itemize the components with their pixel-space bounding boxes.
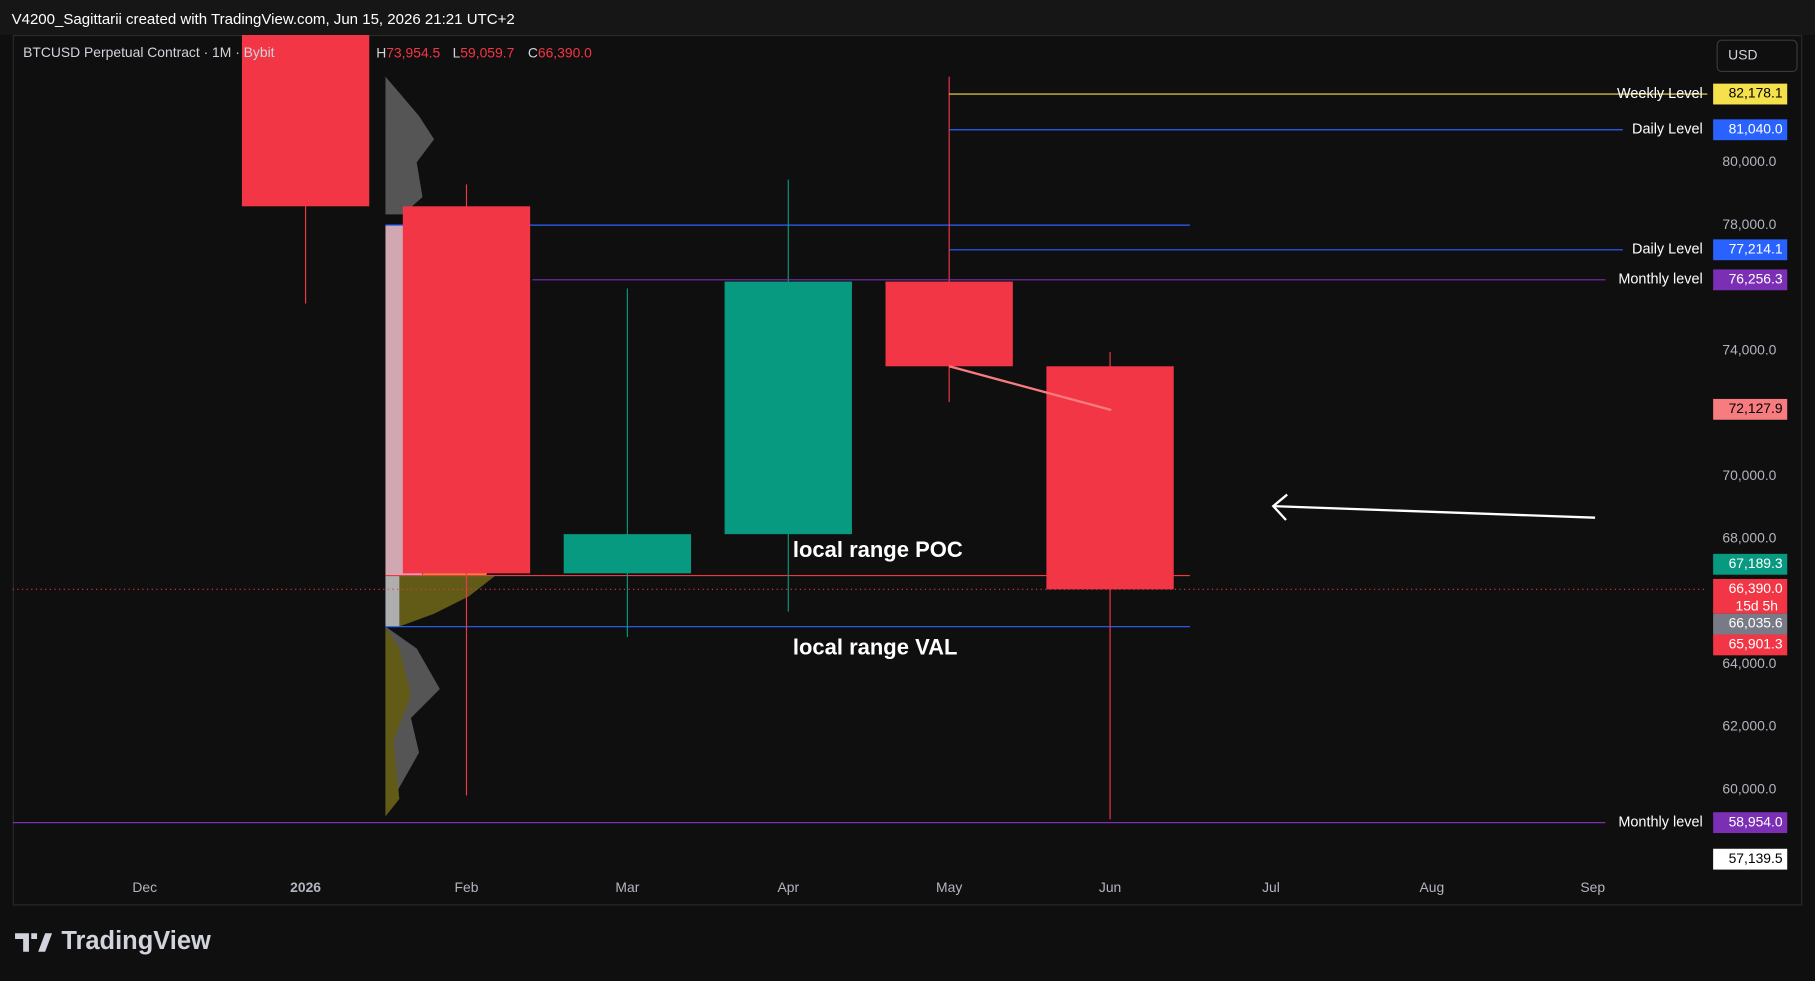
x-tick-label: Sep <box>1580 879 1605 895</box>
level-tag <box>1713 239 1788 261</box>
x-tick-label: Apr <box>777 879 799 895</box>
y-tick-label: 60,000.0 <box>1722 780 1776 796</box>
price-tag <box>1713 613 1788 635</box>
ohlc-legend: O H73,954.5 L59,059.7 C66,390.0 <box>299 44 593 60</box>
level-tag-label: 76,256.3 <box>1729 270 1783 286</box>
x-tick-label: May <box>936 879 962 895</box>
y-tick-label: 64,000.0 <box>1722 655 1776 671</box>
annotation: local range POC <box>793 537 963 562</box>
y-tick-label: 68,000.0 <box>1722 530 1776 546</box>
symbol-label: BTCUSD Perpetual Contract · 1M · Bybit <box>23 44 275 60</box>
price-tag <box>1713 398 1788 420</box>
logo: TradingView <box>15 927 211 955</box>
price-tag <box>1713 848 1788 870</box>
ohlc-value: 66,390.0 <box>538 44 592 60</box>
profile-lower-olive <box>385 626 411 817</box>
arrow-shaft <box>1273 504 1596 519</box>
ohlc-key: H <box>376 44 386 60</box>
x-tick-label: Feb <box>455 879 479 895</box>
candle-body <box>885 281 1013 367</box>
price-tag-label: 57,139.5 <box>1729 850 1783 866</box>
x-tick-label: 2026 <box>290 879 321 895</box>
level-tag <box>1713 812 1788 834</box>
plot-area <box>12 35 1708 820</box>
level-tag-label: 82,178.1 <box>1729 85 1783 101</box>
currency-button[interactable] <box>1716 39 1798 73</box>
currency-label[interactable]: USD <box>1728 47 1757 63</box>
y-tick-label: 74,000.0 <box>1722 341 1776 357</box>
y-tick-label: 70,000.0 <box>1722 467 1776 483</box>
price-tag-label: 72,127.9 <box>1729 400 1783 416</box>
countdown: 15d 5h <box>1736 597 1778 613</box>
level-tag <box>1713 269 1788 291</box>
ohlc-item: H73,954.5 <box>376 44 440 60</box>
level-name: Daily Level <box>1632 242 1703 258</box>
ohlc-item: O <box>299 44 310 60</box>
level-tag <box>1713 119 1788 141</box>
x-tick-label: Mar <box>615 879 639 895</box>
annotation: local range VAL <box>793 634 958 659</box>
level-tag-label: 81,040.0 <box>1729 120 1783 136</box>
ohlc-item: L59,059.7 <box>453 44 515 60</box>
logo-icon <box>15 933 53 952</box>
level-tag-label: 58,954.0 <box>1729 813 1783 829</box>
candle-body <box>402 206 531 574</box>
ohlc-item: C66,390.0 <box>528 44 592 60</box>
level-name: Monthly level <box>1618 814 1702 830</box>
price-tag-label: 67,189.3 <box>1729 555 1783 571</box>
price-tag <box>1713 634 1788 656</box>
top-bar <box>0 0 1815 36</box>
x-tick-label: Jun <box>1099 879 1121 895</box>
level-tag <box>1713 83 1788 105</box>
price-tag-label: 65,901.3 <box>1729 636 1783 652</box>
x-tick-label: Jul <box>1262 879 1280 895</box>
ohlc-key: C <box>528 44 538 60</box>
profile-upper <box>385 76 435 215</box>
profile-olive <box>399 575 496 627</box>
trend-line <box>948 365 1112 412</box>
credit: V4200_Sagittarii created with TradingVie… <box>12 11 515 28</box>
level-tag-label: 77,214.1 <box>1729 240 1783 256</box>
ohlc-value: 59,059.7 <box>460 44 514 60</box>
price-tag-label: 66,390.0 <box>1729 580 1783 596</box>
x-tick-label: Aug <box>1420 879 1445 895</box>
candle-body <box>1046 366 1174 590</box>
candle-body <box>724 281 852 535</box>
level-name: Daily Level <box>1632 122 1703 138</box>
brand: TradingView <box>61 927 211 955</box>
price-tag <box>1713 578 1788 614</box>
y-tick-label: 80,000.0 <box>1722 153 1776 169</box>
ohlc-value: 73,954.5 <box>386 44 440 60</box>
level-name: Weekly Level <box>1617 86 1703 102</box>
arrow-head <box>1271 493 1288 521</box>
candle-body <box>241 35 370 207</box>
ohlc-key: L <box>453 44 461 60</box>
y-tick-label: 78,000.0 <box>1722 216 1776 232</box>
arrow-annotation <box>1271 493 1596 521</box>
y-tick-label: 62,000.0 <box>1722 718 1776 734</box>
ohlc-key: O <box>299 44 310 60</box>
price-tag <box>1713 553 1788 575</box>
price-tag-label: 66,035.6 <box>1729 615 1783 631</box>
candle-body <box>563 534 692 574</box>
x-tick-label: Dec <box>132 879 157 895</box>
level-name: Monthly level <box>1618 272 1702 288</box>
